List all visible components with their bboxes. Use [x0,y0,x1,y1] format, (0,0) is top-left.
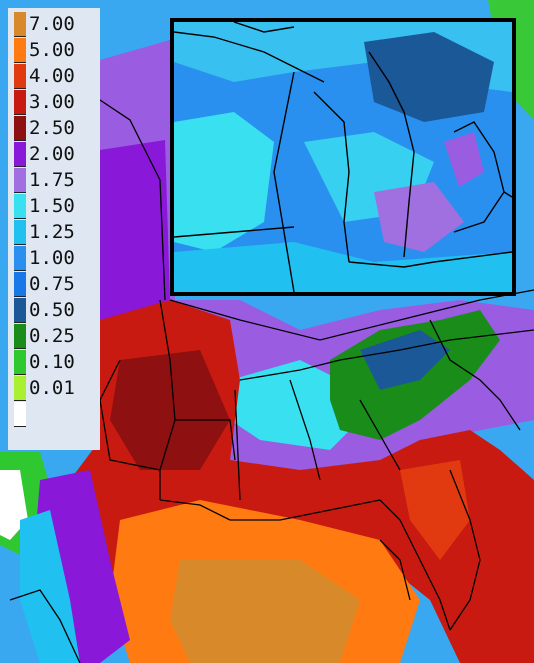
inset-map [170,18,516,296]
legend-entry: 5.00 [8,38,100,63]
west-gulf-blue [20,510,80,663]
legend-entry: 4.00 [8,64,100,89]
cyan-area [230,360,360,450]
legend-swatch [14,194,26,219]
legend-swatch [14,350,26,375]
legend-swatch [14,324,26,349]
legend-entry: 2.00 [8,142,100,167]
legend-entry: 7.00 [8,12,100,37]
legend-entry: 1.75 [8,168,100,193]
legend-label: 7.00 [29,13,75,35]
legend-label: 2.00 [29,143,75,165]
legend-label: 3.00 [29,91,75,113]
legend-entry: 3.00 [8,90,100,115]
legend-label: 0.25 [29,325,75,347]
legend-swatch [14,12,26,37]
legend-label: 1.00 [29,247,75,269]
legend-swatch [14,64,26,89]
legend-swatch [14,298,26,323]
inset-purple-spot [444,132,484,187]
dark-red-core [110,350,230,470]
florida-red-area [400,460,470,560]
purple-core [100,140,170,330]
legend-swatch [14,402,26,427]
inset-dark-blue-area [364,32,494,122]
inset-cyan-south [174,242,512,292]
inset-cyan-west [174,112,274,252]
legend-entry: 0.10 [8,350,100,375]
legend-swatch [14,220,26,245]
inset-boundaries [174,22,512,292]
legend-entry [8,402,100,427]
inset-map-canvas [174,22,512,292]
legend-label: 1.75 [29,169,75,191]
legend-swatch [14,142,26,167]
legend-swatch [14,272,26,297]
legend-swatch [14,246,26,271]
state-boundaries [9,99,534,663]
legend-entry: 0.01 [8,376,100,401]
legend-swatch [14,116,26,141]
legend-label: 0.10 [29,351,75,373]
legend-swatch [14,90,26,115]
legend-label: 4.00 [29,65,75,87]
legend-swatch [14,38,26,63]
legend-label: 0.50 [29,299,75,321]
legend-entry: 1.50 [8,194,100,219]
legend-label: 1.25 [29,221,75,243]
legend-entry: 1.00 [8,246,100,271]
legend-entry: 0.75 [8,272,100,297]
legend-entry: 1.25 [8,220,100,245]
legend-swatch [14,168,26,193]
precipitation-legend: 7.00 5.00 4.00 3.00 2.50 2.00 1.75 1.50 … [8,8,100,450]
legend-label: 1.50 [29,195,75,217]
legend-label: 0.01 [29,377,75,399]
orange-core [170,560,360,663]
inset-purple-band [374,182,464,252]
legend-swatch [14,376,26,401]
legend-label: 2.50 [29,117,75,139]
legend-label: 0.75 [29,273,75,295]
legend-entry: 0.25 [8,324,100,349]
legend-label: 5.00 [29,39,75,61]
legend-entry: 0.50 [8,298,100,323]
legend-entry: 2.50 [8,116,100,141]
